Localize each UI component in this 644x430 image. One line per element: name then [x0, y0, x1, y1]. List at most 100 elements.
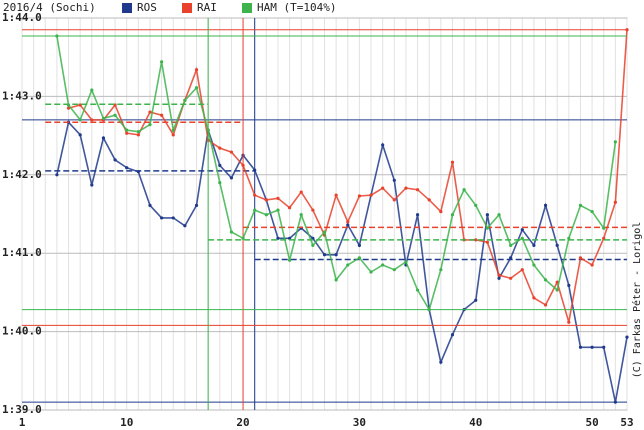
lap-point [171, 216, 175, 220]
lap-point [125, 128, 129, 132]
lap-point [450, 213, 455, 217]
x-tick-label: 20 [236, 416, 249, 429]
lap-point [276, 208, 280, 212]
x-tick-label: 50 [585, 416, 598, 429]
lap-point [206, 128, 210, 132]
lap-point [543, 303, 548, 307]
lap-point [334, 253, 338, 257]
lap-point [334, 193, 338, 197]
y-tick-label: 1:39.0 [2, 403, 42, 416]
legend-swatch [182, 3, 192, 13]
lap-point [113, 158, 117, 162]
lap-point [287, 258, 292, 262]
lap-point [520, 268, 524, 272]
lap-point [276, 236, 280, 240]
lap-point [520, 228, 524, 232]
x-tick-label: 40 [469, 416, 482, 429]
lap-point [462, 188, 466, 192]
lap-point [194, 203, 199, 207]
lap-point [497, 276, 501, 280]
lap-point [253, 168, 257, 172]
lap-point [590, 345, 594, 349]
lap-point [101, 136, 106, 140]
lap-point [334, 278, 338, 282]
lap-point [322, 253, 327, 257]
credit: (C) Farkas Péter - Lorigol [631, 222, 643, 379]
y-tick-label: 1:41.0 [2, 246, 42, 259]
lap-point [613, 400, 617, 404]
lap-point [299, 190, 303, 194]
lap-point [439, 210, 443, 214]
lap-point [346, 223, 350, 227]
lap-point [136, 133, 140, 137]
legend-label: ROS [137, 1, 157, 14]
lap-point [357, 256, 362, 260]
lap-point [253, 208, 257, 212]
lap-point [439, 268, 443, 272]
legend-swatch [122, 3, 132, 13]
lap-point [160, 60, 164, 64]
lap-point [101, 116, 106, 120]
lap-point [509, 243, 513, 247]
lap-point [55, 173, 59, 177]
lap-point [311, 236, 315, 240]
legend-label: HAM (T=104%) [257, 1, 336, 14]
lap-point [532, 296, 536, 300]
lap-point [125, 166, 129, 170]
lap-point [485, 213, 489, 217]
lap-point [78, 103, 82, 107]
series-line [56, 120, 628, 403]
lap-point [404, 186, 408, 190]
lap-point [602, 345, 606, 349]
lap-point [415, 288, 420, 292]
lap-point [357, 194, 362, 198]
lap-point [625, 335, 629, 339]
lap-point [322, 230, 327, 234]
lap-point [415, 188, 420, 192]
y-tick-label: 1:40.0 [2, 325, 42, 338]
lap-point [218, 146, 222, 150]
lap-point [136, 170, 140, 174]
lap-point [567, 283, 571, 287]
lap-point [90, 88, 94, 92]
lap-point [160, 216, 164, 220]
lap-point [497, 213, 501, 217]
lap-point [450, 333, 455, 337]
lap-point [194, 68, 199, 72]
y-tick-label: 1:44.0 [2, 11, 42, 24]
lap-point [287, 236, 292, 240]
lap-point [392, 178, 396, 182]
lap-point [404, 260, 408, 264]
lap-point [276, 196, 280, 200]
lap-point [578, 203, 583, 207]
lap-point [555, 288, 559, 292]
lap-point [90, 183, 94, 187]
lap-point [346, 263, 350, 267]
lap-point [311, 208, 315, 212]
lap-point [381, 143, 385, 147]
lap-point [218, 181, 222, 185]
lap-point [346, 220, 350, 224]
lap-point [78, 118, 82, 122]
lap-point [113, 113, 117, 117]
y-tick-label: 1:43.0 [2, 89, 42, 102]
lap-point [229, 150, 234, 154]
lap-point [602, 236, 606, 240]
lap-point [474, 298, 478, 302]
lap-point [590, 263, 594, 267]
lap-point [183, 224, 187, 228]
lap-point [357, 243, 362, 247]
lap-point [567, 236, 571, 240]
lap-point [532, 263, 536, 267]
lap-point [381, 263, 385, 267]
lap-point [578, 345, 583, 349]
lap-point [311, 243, 315, 247]
lap-point [439, 360, 443, 364]
lap-point [66, 103, 71, 107]
lap-point [485, 240, 489, 244]
lap-point [450, 160, 455, 164]
lap-point [567, 320, 571, 324]
lap-point [287, 206, 292, 210]
lap-point [183, 98, 187, 102]
lap-point [555, 243, 559, 247]
